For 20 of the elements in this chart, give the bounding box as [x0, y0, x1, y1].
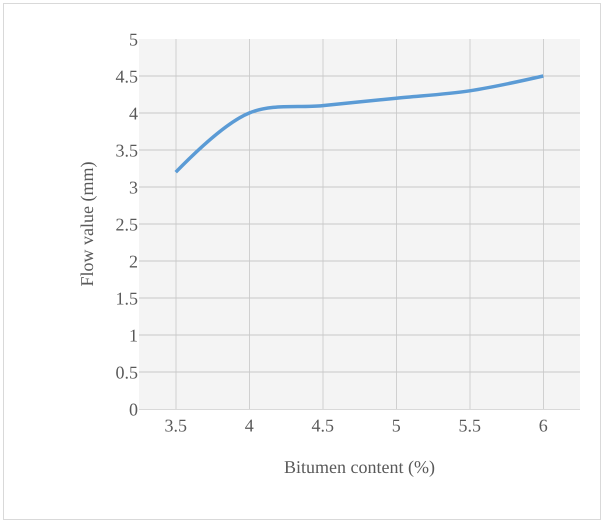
x-tick-label: 3.5	[164, 416, 187, 436]
x-tick-label: 4.5	[312, 416, 334, 436]
y-tick-label: 4.5	[116, 66, 138, 86]
line-series	[174, 74, 545, 174]
x-tick-label: 5.5	[458, 416, 481, 436]
y-axis-title: Flow value (mm)	[77, 162, 97, 286]
y-tick-label: 5	[129, 29, 138, 50]
y-tick-label: 2.5	[116, 214, 138, 234]
y-tick-label: 1.5	[116, 288, 138, 308]
y-tick-label: 1	[129, 325, 138, 346]
x-tick-label: 5	[392, 416, 401, 436]
y-tick-label: 2	[129, 251, 138, 272]
y-tick-label: 3.5	[116, 140, 138, 160]
x-axis-title: Bitumen content (%)	[284, 457, 435, 477]
x-tick-label: 4	[244, 416, 254, 436]
y-tick-label: 0	[129, 399, 138, 420]
y-tick-label: 4	[129, 103, 138, 124]
y-tick-label: 3	[129, 177, 138, 198]
x-tick-label: 6	[538, 416, 548, 436]
y-tick-label: 0.5	[116, 362, 138, 382]
